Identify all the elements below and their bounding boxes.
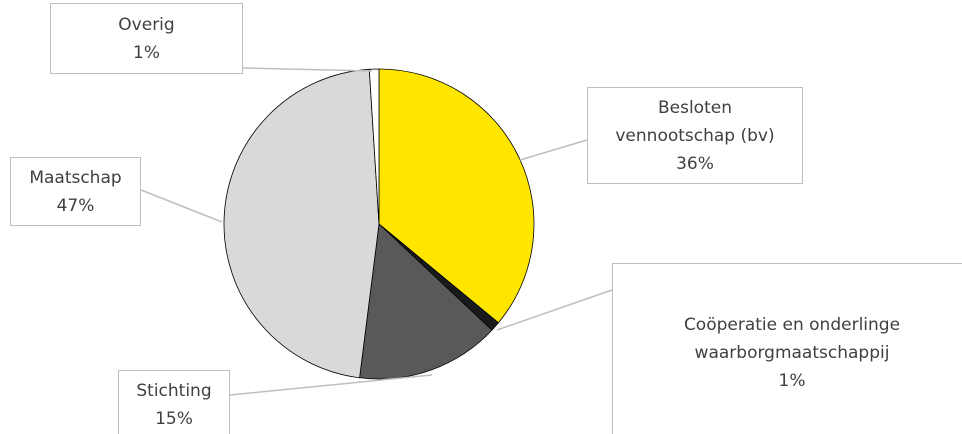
leader-line	[496, 289, 613, 331]
value-label: 15%	[155, 409, 193, 429]
value-label: 1%	[133, 42, 160, 63]
leader-line	[140, 189, 223, 223]
pie-slice	[368, 68, 380, 225]
data-label: Besloten vennootschap (bv) 36%	[587, 87, 803, 184]
pie-slice	[359, 223, 493, 380]
leader-line	[229, 374, 433, 396]
category-label: Besloten vennootschap (bv)	[615, 97, 775, 146]
pie-slice	[223, 68, 380, 379]
leader-line	[519, 139, 588, 161]
value-label: 36%	[676, 153, 714, 174]
category-label: Overig	[118, 14, 175, 35]
value-label: 47%	[56, 195, 95, 216]
data-label: Overig 1%	[50, 3, 243, 74]
data-label: Maatschap 47%	[10, 157, 141, 226]
data-label: Coöperatie en onderlinge waarborgmaatsch…	[612, 263, 962, 434]
category-label: Coöperatie en onderlinge waarborgmaatsch…	[683, 315, 901, 363]
category-label: Stichting	[136, 381, 212, 401]
data-label: Stichting 15%	[118, 370, 230, 434]
leader-line	[242, 67, 373, 72]
value-label: 1%	[778, 371, 806, 391]
pie-slice	[378, 68, 535, 324]
category-label: Maatschap	[29, 167, 122, 188]
